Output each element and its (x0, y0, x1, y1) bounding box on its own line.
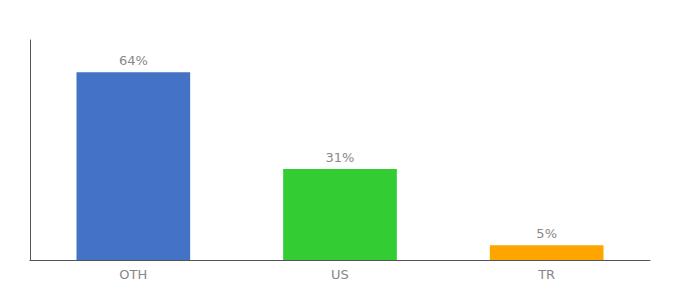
svg-text:OTH: OTH (119, 267, 147, 282)
svg-text:US: US (331, 267, 349, 282)
svg-text:31%: 31% (326, 150, 355, 165)
svg-text:5%: 5% (536, 226, 557, 241)
svg-text:64%: 64% (119, 53, 148, 68)
svg-text:TR: TR (537, 267, 555, 282)
